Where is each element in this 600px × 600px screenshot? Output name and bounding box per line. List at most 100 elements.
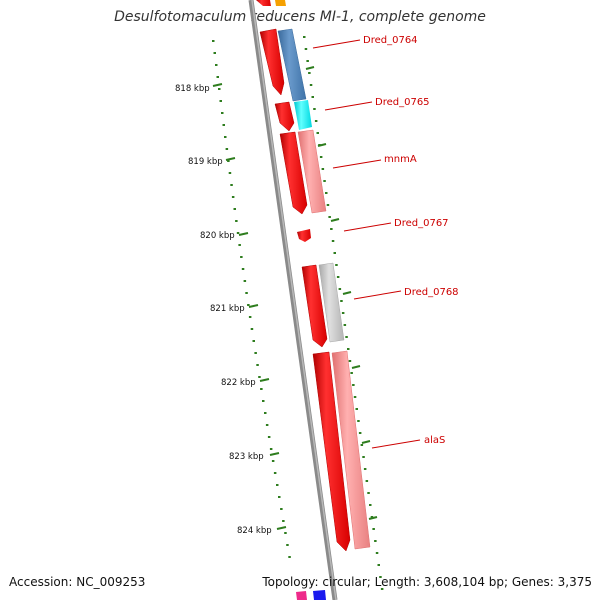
- major-tick: [248, 304, 259, 308]
- ruler-dot: [240, 256, 243, 258]
- outer-dot: [355, 408, 358, 410]
- outer-dot: [309, 84, 313, 86]
- ruler-dot: [282, 520, 285, 522]
- outer-dot: [358, 432, 362, 434]
- major-tick: [259, 378, 270, 382]
- ruler-dot: [238, 244, 241, 246]
- outer-dot: [308, 72, 311, 74]
- ruler-label: 818 kbp: [175, 84, 210, 94]
- cog-track: [275, 0, 371, 600]
- ruler-dot: [241, 268, 245, 270]
- gene-block: [331, 350, 371, 550]
- outer-dot: [333, 252, 336, 254]
- ruler-dot: [247, 304, 250, 306]
- ruler-dot: [267, 436, 271, 438]
- major-tick: [276, 526, 287, 530]
- outer-dot: [360, 444, 364, 446]
- outer-dot: [377, 564, 380, 566]
- ruler-dot: [224, 136, 227, 138]
- gene-arrow: [279, 131, 308, 215]
- outer-dot: [330, 228, 333, 230]
- outer-dot: [331, 240, 335, 242]
- ruler-dot: [256, 364, 259, 366]
- feature-ticks: [305, 66, 378, 520]
- gene-arrow: [301, 264, 328, 348]
- ruler-dot: [258, 376, 261, 378]
- ruler-minor-ticks: [212, 36, 384, 590]
- ruler-dot: [221, 112, 224, 114]
- ruler-dot: [219, 100, 222, 102]
- ruler-dot: [225, 148, 229, 150]
- outer-dot: [350, 372, 353, 374]
- ruler-dot: [284, 532, 287, 534]
- outer-dot: [313, 108, 316, 110]
- gene-block: [277, 28, 307, 102]
- outer-dot: [380, 588, 384, 590]
- ruler-dot: [231, 196, 235, 198]
- outer-dot: [303, 36, 306, 38]
- gene-arrow: [297, 229, 311, 242]
- outer-dot: [319, 156, 323, 158]
- outer-dot: [325, 192, 328, 194]
- outer-dot: [314, 120, 318, 122]
- ruler-dot: [278, 496, 281, 498]
- outer-dot: [348, 360, 352, 362]
- outer-dot: [352, 384, 355, 386]
- outer-dot: [357, 420, 360, 422]
- ruler-dot: [271, 460, 275, 462]
- gene-block: [318, 262, 345, 343]
- outer-dot: [363, 468, 367, 470]
- outer-dot: [306, 60, 309, 62]
- ruler-dot: [250, 328, 254, 330]
- gene-label: alaS: [424, 435, 445, 446]
- outer-dot: [375, 552, 379, 554]
- ruler-dot: [218, 88, 221, 90]
- callout-lines: [312, 39, 421, 449]
- accession-value: NC_009253: [76, 575, 146, 589]
- map-title: Desulfotomaculum reducens MI-1, complete…: [114, 9, 486, 25]
- outer-dot: [341, 312, 345, 314]
- ruler-dot: [213, 52, 216, 54]
- ruler-dot: [254, 352, 257, 354]
- outer-dot: [370, 516, 374, 518]
- outer-dot: [343, 324, 347, 326]
- ruler-dot: [269, 448, 273, 450]
- gene-arrow: [259, 28, 285, 96]
- outer-dot: [365, 480, 369, 482]
- ruler-dot: [227, 160, 230, 162]
- outer-dot: [340, 300, 343, 302]
- major-tick: [238, 232, 249, 236]
- ruler-dot: [288, 556, 291, 558]
- topology-text: Topology: circular; Length: 3,608,104 bp…: [262, 575, 592, 589]
- backbone: [248, 0, 338, 600]
- outer-dot: [321, 168, 325, 170]
- ruler-label: 823 kbp: [229, 452, 264, 462]
- ruler-dot: [248, 316, 252, 318]
- major-tick: [225, 157, 236, 161]
- ruler-dot: [233, 208, 236, 210]
- strand-track: [256, 0, 351, 552]
- ruler-dot: [230, 184, 233, 186]
- outer-dot: [316, 132, 319, 134]
- ruler-dot: [262, 400, 265, 402]
- major-tick: [269, 452, 280, 456]
- ruler-dot: [216, 76, 219, 78]
- ruler-dot: [243, 280, 247, 282]
- gene-arrow: [256, 0, 271, 6]
- gene-label: Dred_0764: [363, 35, 418, 46]
- gene-arrow: [274, 101, 295, 132]
- outer-dot: [367, 492, 370, 494]
- gene-block: [275, 0, 286, 6]
- outer-dot: [336, 276, 340, 278]
- outer-dot: [345, 336, 348, 338]
- ruler-label: 824 kbp: [237, 526, 272, 536]
- outer-dot: [372, 528, 375, 530]
- major-tick: [212, 83, 223, 87]
- outer-dot: [379, 576, 382, 578]
- ruler-dot: [215, 64, 218, 66]
- outer-dot: [347, 348, 350, 350]
- ruler-dot: [276, 484, 279, 486]
- ruler-dot: [264, 412, 267, 414]
- outer-dot: [353, 396, 357, 398]
